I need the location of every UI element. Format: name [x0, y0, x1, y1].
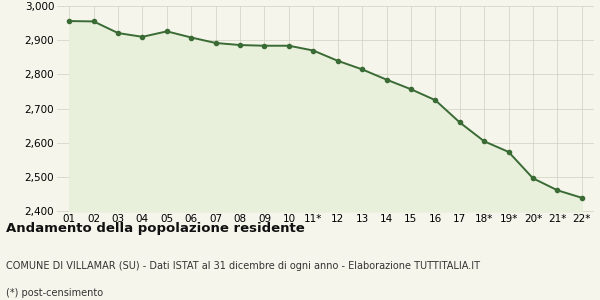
Text: (*) post-censimento: (*) post-censimento	[6, 288, 103, 298]
Text: Andamento della popolazione residente: Andamento della popolazione residente	[6, 222, 305, 235]
Text: COMUNE DI VILLAMAR (SU) - Dati ISTAT al 31 dicembre di ogni anno - Elaborazione : COMUNE DI VILLAMAR (SU) - Dati ISTAT al …	[6, 261, 480, 271]
